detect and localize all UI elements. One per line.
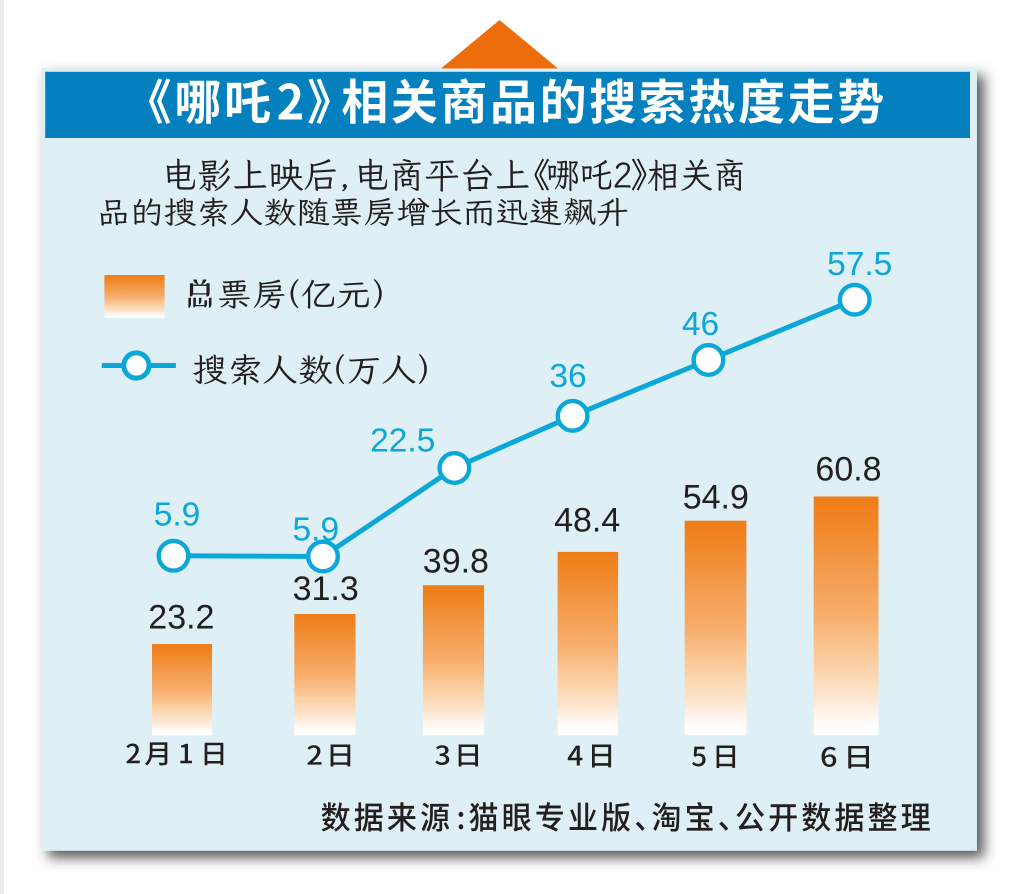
svg-text:54.9: 54.9	[683, 479, 749, 517]
svg-text:22.5: 22.5	[370, 422, 435, 459]
svg-text:46: 46	[682, 306, 719, 343]
svg-text:5.9: 5.9	[154, 497, 201, 534]
svg-text:5.9: 5.9	[293, 512, 340, 549]
svg-text:60.8: 60.8	[815, 451, 881, 489]
svg-text:39.8: 39.8	[423, 543, 489, 581]
svg-text:31.3: 31.3	[293, 570, 359, 608]
svg-text:57.5: 57.5	[827, 246, 892, 283]
svg-text:48.4: 48.4	[554, 501, 620, 539]
svg-text:23.2: 23.2	[148, 599, 214, 637]
svg-text:36: 36	[549, 358, 586, 395]
